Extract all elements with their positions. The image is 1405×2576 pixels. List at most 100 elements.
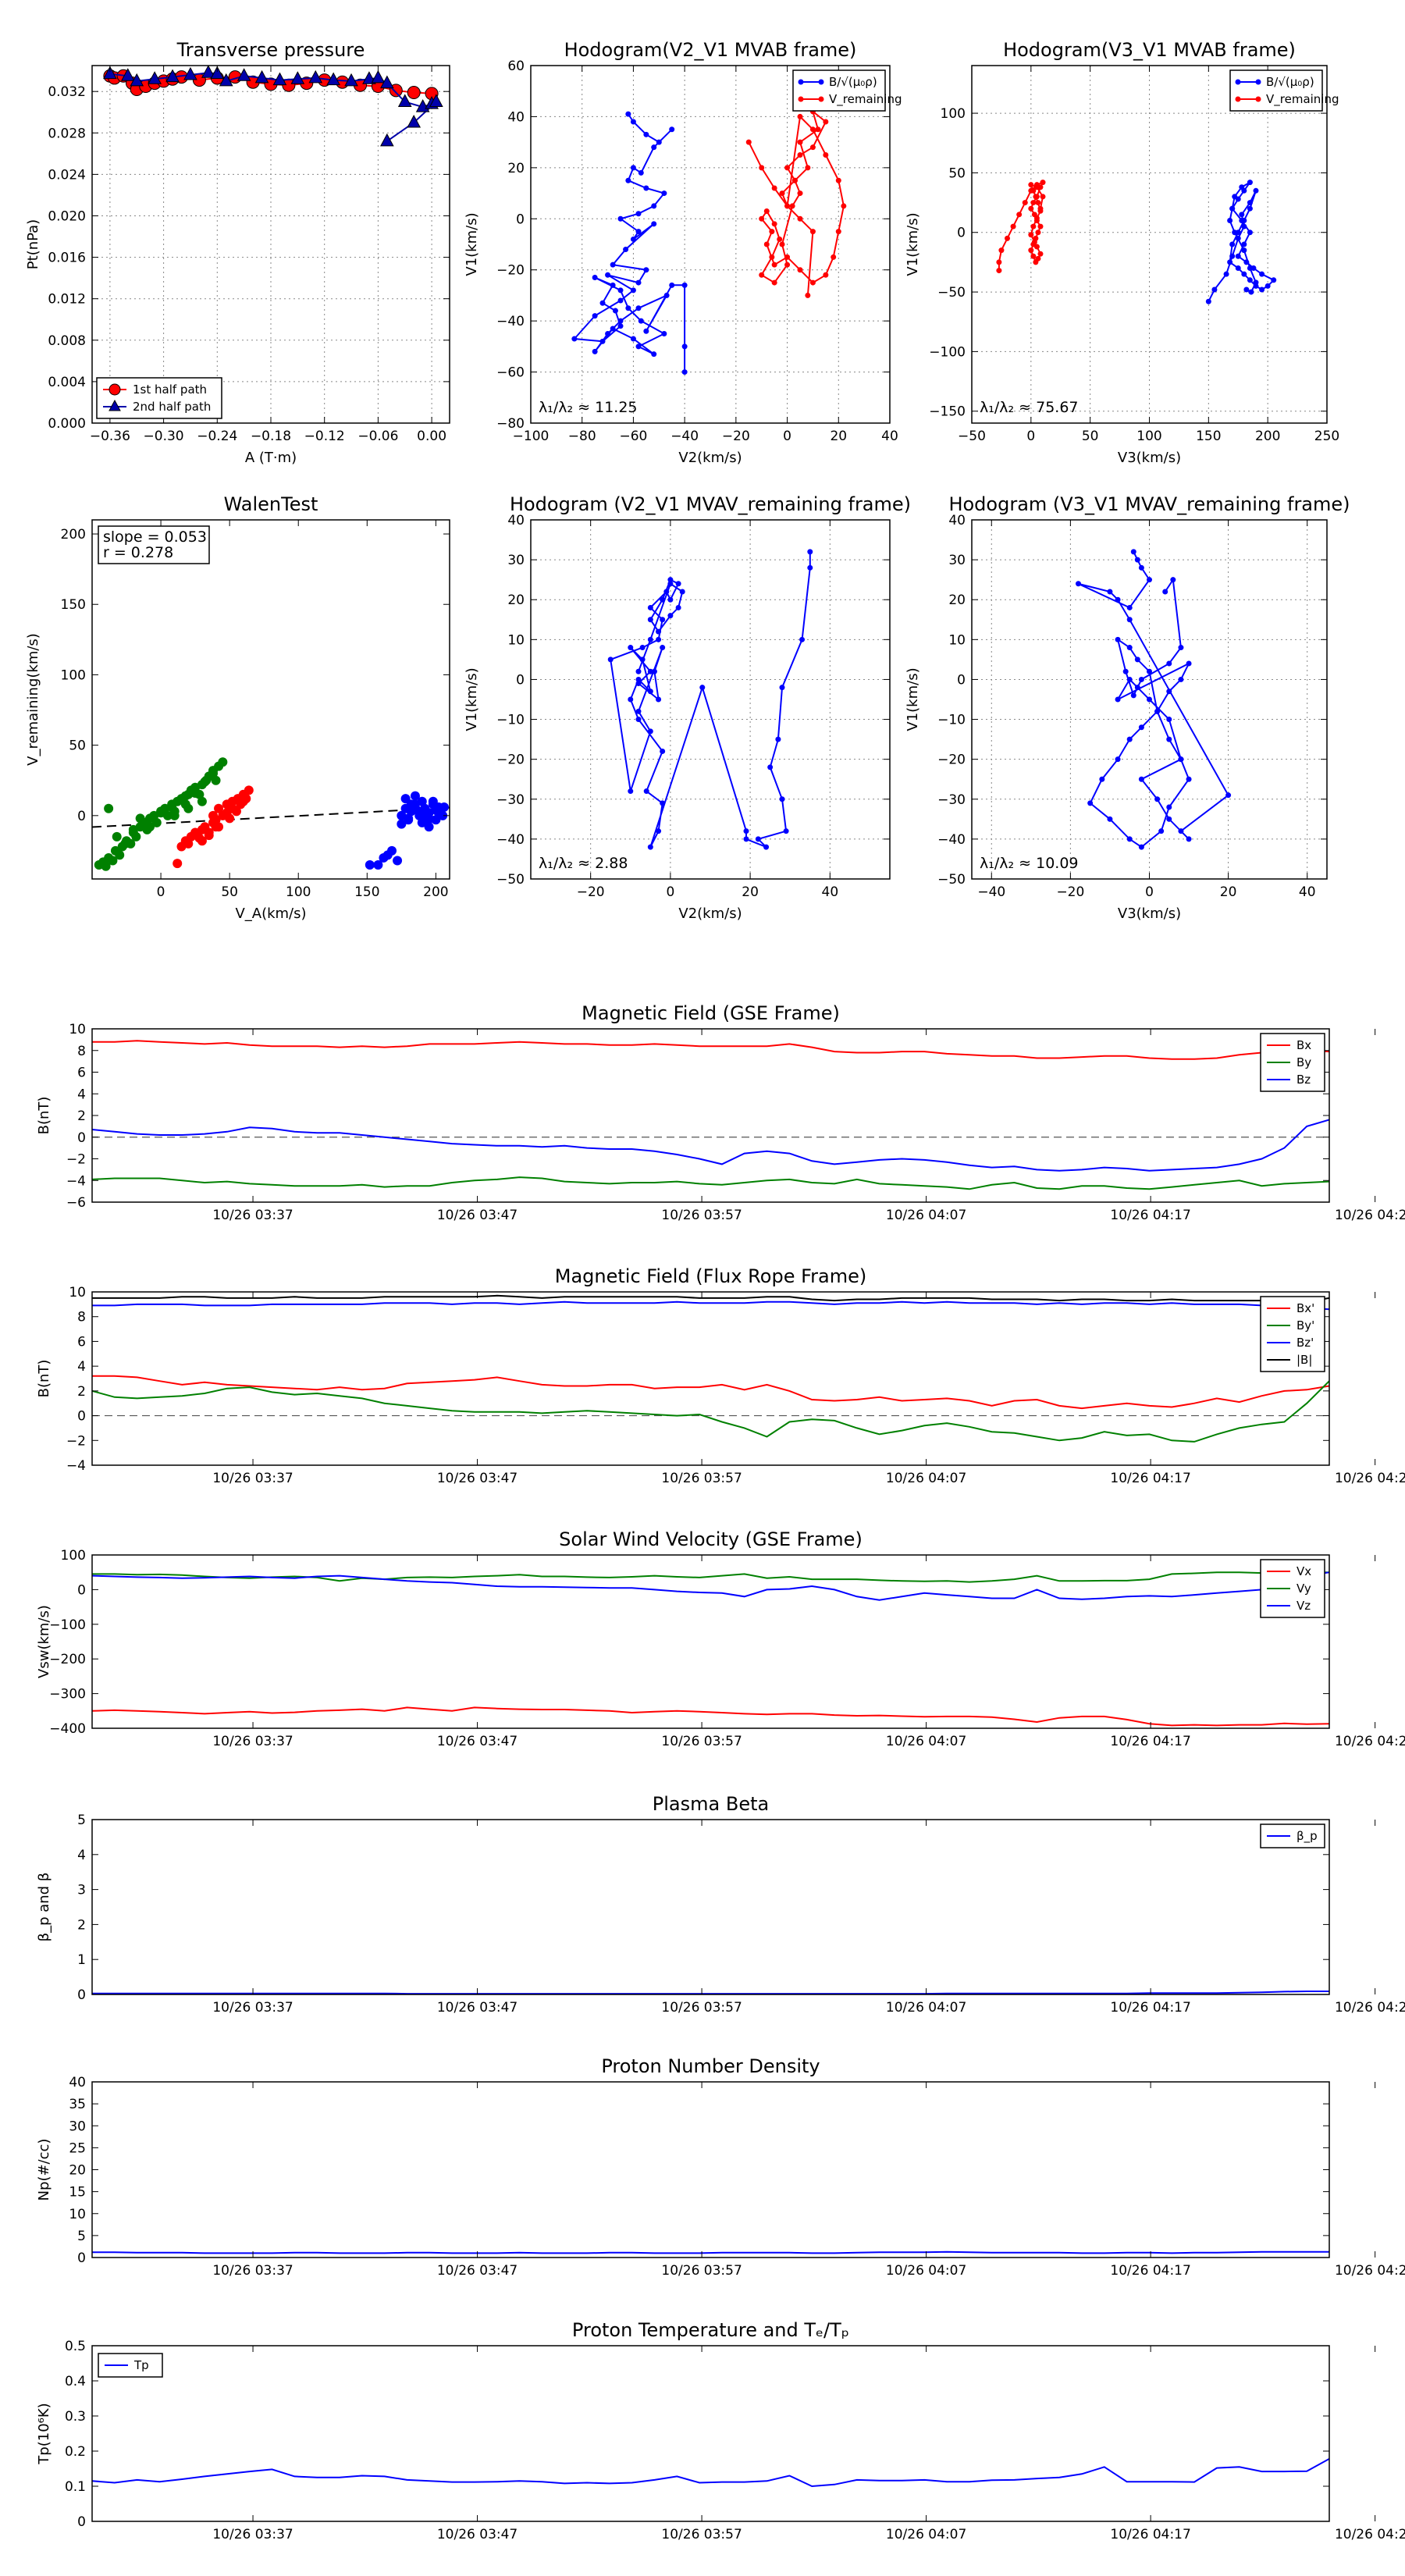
data-point — [1158, 828, 1165, 834]
y-axis-label: V_remaining(km/s) — [25, 633, 41, 766]
x-tick-label: −0.30 — [144, 429, 184, 444]
y-tick-label: 0.024 — [48, 167, 86, 183]
data-point — [635, 229, 642, 235]
y-axis-label: V1(km/s) — [464, 667, 480, 731]
data-point — [643, 131, 649, 137]
data-point — [1033, 184, 1040, 190]
y-tick-label: 10 — [948, 632, 966, 648]
data-point — [1022, 200, 1028, 206]
data-point — [809, 144, 816, 151]
data-point — [1243, 259, 1250, 265]
y-tick-label: 30 — [69, 2119, 86, 2134]
data-point — [1126, 604, 1133, 610]
data-point — [1205, 298, 1211, 304]
data-point — [1229, 253, 1236, 259]
y-tick-label: 40 — [948, 513, 966, 528]
y-tick-label: 0 — [516, 212, 525, 227]
y-tick-label: 2 — [77, 1108, 86, 1124]
y-axis-label: Np(#/cc) — [36, 2139, 52, 2201]
data-point — [667, 577, 674, 583]
x-tick-label: 10/26 04:07 — [886, 1471, 966, 1486]
legend-marker — [108, 383, 121, 396]
legend-marker — [108, 399, 121, 411]
data-point — [218, 757, 228, 767]
data-point — [797, 113, 803, 119]
data-point — [1178, 676, 1184, 682]
data-point — [779, 685, 785, 691]
data-point — [1223, 271, 1229, 277]
chart-title: Proton Temperature and Tₑ/Tₚ — [572, 2319, 849, 2341]
data-point — [656, 696, 662, 703]
data-point — [201, 66, 215, 78]
y-tick-label: 0.4 — [65, 2374, 86, 2389]
data-point — [373, 859, 383, 870]
data-point — [417, 806, 427, 817]
y-tick-label: 0 — [77, 1409, 86, 1425]
data-point — [204, 831, 214, 841]
y-tick-label: −300 — [49, 1687, 86, 1703]
data-point — [1033, 194, 1039, 200]
data-point — [1166, 804, 1172, 810]
data-point — [1147, 696, 1152, 703]
data-point — [675, 581, 681, 587]
x-tick-label: 10/26 04:17 — [1110, 1734, 1190, 1749]
data-point — [1130, 549, 1136, 555]
chart-panel-2: Hodogram(V3_V1 MVAB frame) −150 −100 −50 0 50… — [905, 39, 1339, 466]
data-point — [1239, 212, 1245, 218]
data-point — [651, 668, 657, 674]
x-tick-label: 200 — [1255, 429, 1280, 444]
y-tick-label: 100 — [61, 1548, 86, 1564]
x-tick-label: 40 — [822, 884, 839, 900]
data-point — [156, 806, 166, 817]
plot-area — [92, 1571, 1329, 1727]
series-line-0 — [92, 1375, 1329, 1410]
data-point — [783, 828, 789, 834]
data-point — [625, 177, 631, 183]
data-point — [1138, 724, 1144, 731]
data-point — [1178, 756, 1184, 763]
data-point — [679, 589, 685, 595]
data-point — [112, 831, 122, 841]
data-point — [103, 66, 117, 80]
data-point — [197, 796, 207, 806]
x-tick-label: 20 — [1220, 884, 1237, 900]
data-point — [663, 589, 670, 595]
data-point — [1241, 271, 1247, 277]
data-point — [647, 636, 653, 642]
x-tick-label: 10/26 03:47 — [437, 1471, 518, 1486]
plot-area — [92, 1040, 1329, 1190]
y-tick-label: 50 — [69, 738, 86, 754]
y-tick-label: 6 — [77, 1334, 86, 1350]
data-point — [699, 685, 706, 691]
legend-label: Vx — [1297, 1564, 1311, 1578]
data-point — [407, 86, 421, 100]
series-line-0 — [1208, 181, 1275, 302]
y-tick-label: −20 — [937, 753, 966, 768]
x-tick-label: 10/26 03:47 — [437, 2527, 518, 2542]
data-point — [647, 728, 653, 735]
x-tick-label: −50 — [958, 429, 986, 444]
y-tick-label: −30 — [937, 792, 966, 808]
data-point — [630, 119, 636, 125]
data-point — [407, 114, 422, 128]
x-tick-label: −100 — [513, 429, 550, 444]
data-point — [167, 802, 177, 812]
legend-marker — [1255, 79, 1261, 85]
data-point — [1030, 200, 1037, 206]
data-point — [1253, 279, 1259, 286]
data-point — [1247, 180, 1253, 186]
data-point — [656, 636, 662, 642]
x-tick-label: −20 — [1056, 884, 1084, 900]
data-point — [104, 803, 114, 813]
data-point — [660, 596, 666, 603]
x-tick-label: −40 — [670, 429, 699, 444]
data-point — [417, 796, 427, 806]
data-point — [272, 72, 287, 86]
data-point — [784, 262, 791, 268]
data-point — [656, 628, 662, 635]
y-tick-label: 0 — [957, 226, 966, 241]
chart-panel-9: Plasma Beta 0 1 2 3 4 5 10/26 03:37 10/26 03:47 1… — [36, 1793, 1405, 2016]
data-point — [651, 221, 657, 227]
y-tick-label: 0.000 — [48, 416, 86, 432]
data-point — [424, 813, 434, 824]
